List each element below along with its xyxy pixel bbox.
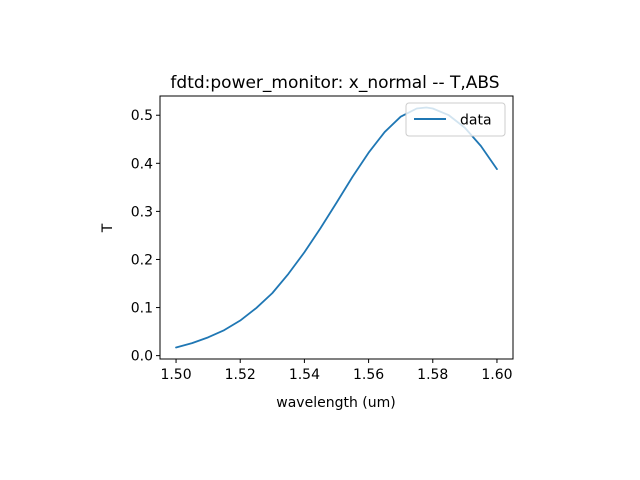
chart-title: fdtd:power_monitor: x_normal -- T,ABS	[170, 73, 499, 93]
plot-frame	[159, 95, 514, 360]
x-tick-label: 1.54	[289, 367, 320, 383]
x-tick-label: 1.58	[417, 367, 448, 383]
x-tick-label: 1.50	[160, 367, 191, 383]
y-tick-label: 0.1	[131, 301, 153, 317]
x-tick-label: 1.56	[353, 367, 384, 383]
y-tick-label: 0.3	[131, 204, 153, 220]
axis-ticks: 1.50 1.52 1.54 1.56 1.58 1.60 0.0 0.1 0.2 0.3 0.4 0…	[131, 108, 513, 383]
legend-box	[405, 102, 506, 137]
y-axis-label: T	[100, 223, 116, 233]
legend-label: data	[460, 113, 492, 129]
y-tick-label: 0.2	[131, 252, 153, 268]
x-tick-label: 1.60	[481, 367, 512, 383]
y-tick-label: 0.0	[131, 349, 153, 365]
y-tick-label: 0.4	[131, 156, 153, 172]
legend: data	[405, 102, 506, 137]
x-axis-label: wavelength (um)	[276, 395, 395, 411]
y-tick-label: 0.5	[131, 108, 153, 124]
x-tick-label: 1.52	[225, 367, 256, 383]
